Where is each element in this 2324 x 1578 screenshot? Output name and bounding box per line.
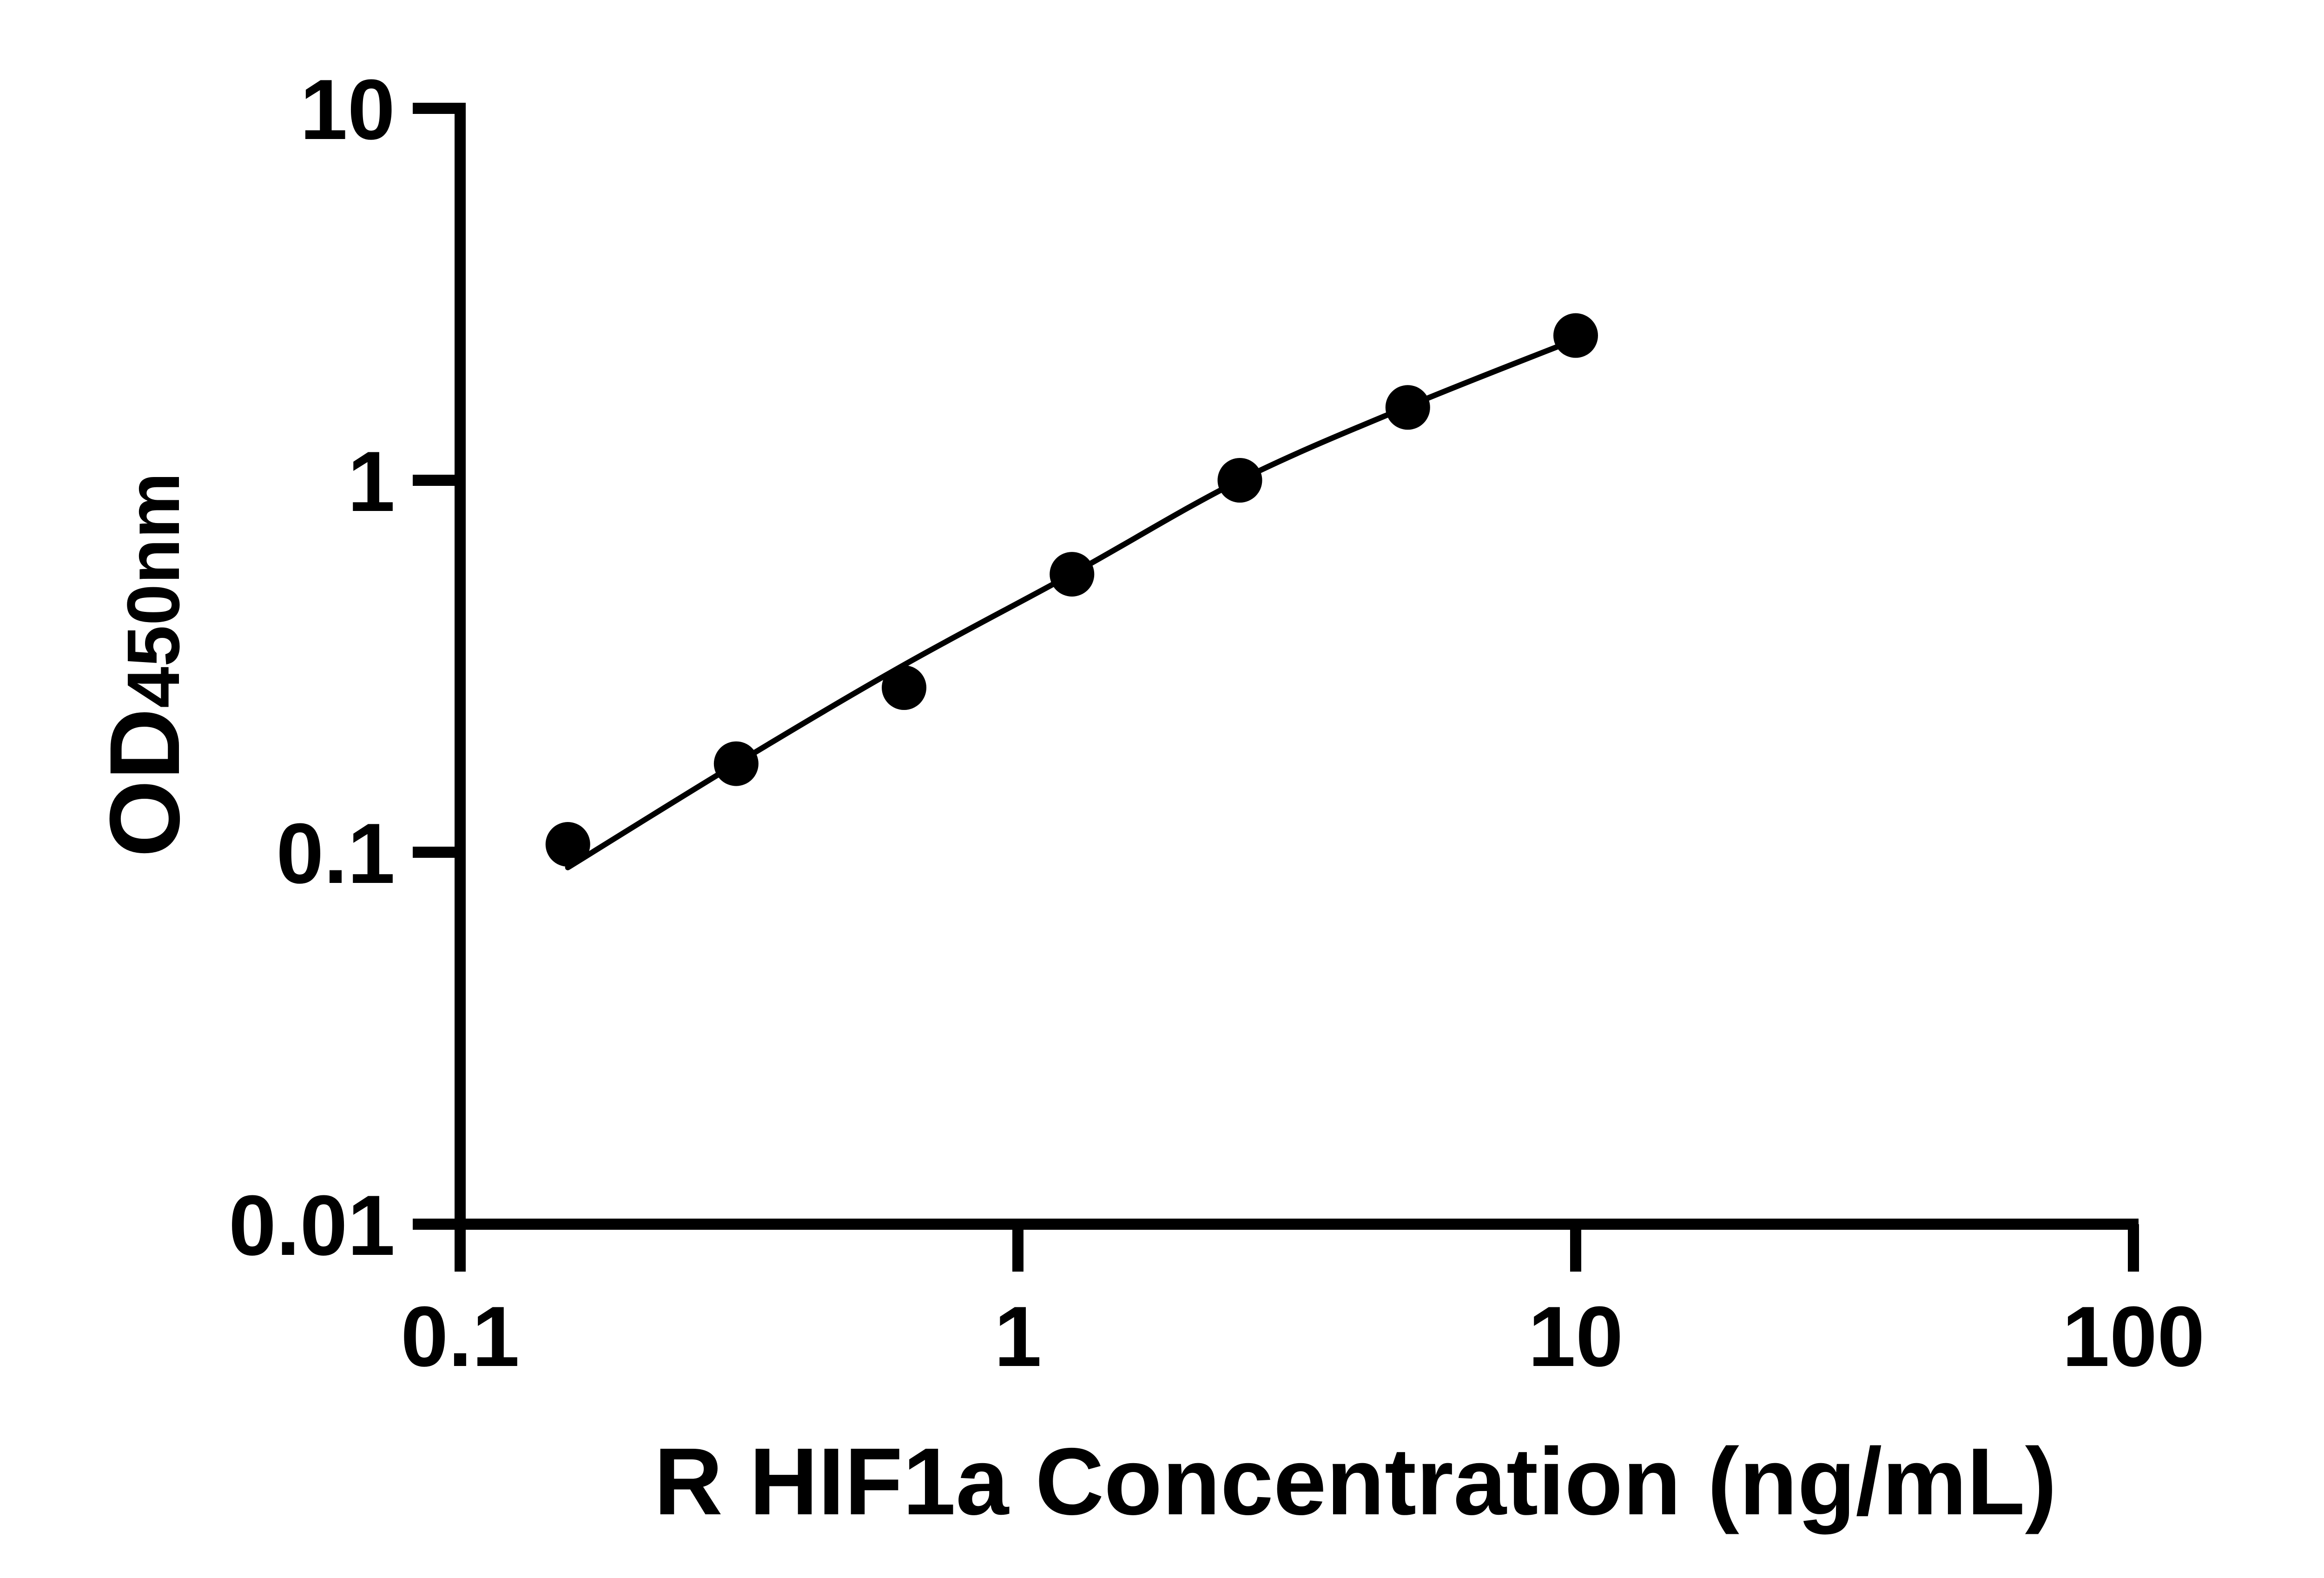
axes: [413, 103, 2139, 1272]
y-tick-label: 0.01: [229, 1177, 395, 1273]
y-tick-label: 0.1: [276, 805, 395, 901]
y-tick-label: 1: [348, 433, 395, 529]
data-point-marker: [1385, 385, 1430, 430]
data-point-marker: [545, 822, 590, 867]
x-tick-label: 1: [994, 1288, 1042, 1384]
y-axis-title: OD450nm: [89, 472, 200, 857]
x-tick-label: 10: [1528, 1288, 1624, 1384]
y-tick-label: 10: [300, 61, 395, 157]
data-point-marker: [1217, 458, 1262, 503]
data-point-marker: [1050, 552, 1095, 597]
x-tick-label: 0.1: [401, 1288, 520, 1384]
data-point-marker: [882, 665, 927, 710]
x-axis-ticks: 0.1 1 10 100: [401, 1224, 2205, 1384]
y-axis-title-sub: 450nm: [112, 472, 195, 708]
data-points: [545, 313, 1598, 867]
data-point-marker: [713, 741, 759, 786]
x-tick-label: 100: [2062, 1288, 2205, 1384]
data-point-marker: [1553, 313, 1598, 358]
y-axis-ticks: 0.01 0.1 1 10: [229, 61, 460, 1273]
y-axis-title-main: OD: [89, 708, 200, 857]
x-axis-title: R HIF1a Concentration (ng/mL): [654, 1428, 2057, 1535]
